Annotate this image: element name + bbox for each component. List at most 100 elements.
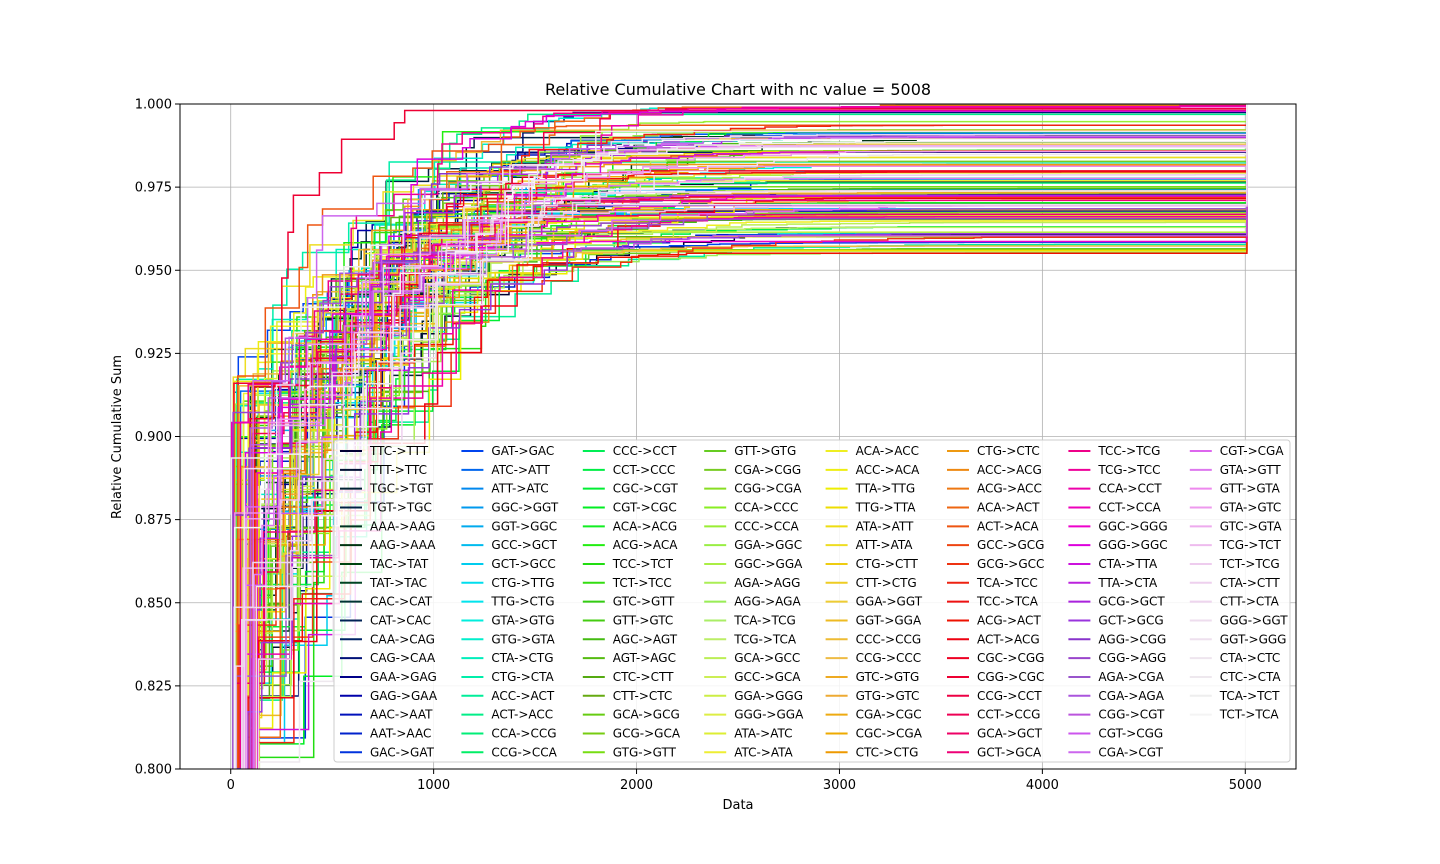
y-tick-label: 0.900 <box>135 430 172 445</box>
x-axis-label: Data <box>722 798 753 813</box>
legend-label: GTG->GTA <box>491 632 555 646</box>
legend-entry: ACC->ACG <box>947 463 1042 477</box>
legend-label: GCG->GCC <box>977 557 1044 571</box>
legend-label: GGA->GGT <box>856 595 923 609</box>
legend-entry: CGG->CGA <box>704 482 802 496</box>
series-line <box>238 104 1248 769</box>
legend-label: TCG->TCA <box>733 632 797 646</box>
legend-entry: GGT->GGC <box>461 519 557 533</box>
legend-entry: GTG->GTA <box>461 632 556 646</box>
series-line <box>245 104 1248 769</box>
legend-label: ACT->ACA <box>977 519 1039 533</box>
legend-label: CCA->CCG <box>491 726 556 740</box>
legend-entry: CTG->CTC <box>947 444 1040 458</box>
legend-label: AGA->AGG <box>734 576 800 590</box>
legend-label: CCT->CCG <box>977 708 1040 722</box>
legend-entry: GTA->GTC <box>1189 500 1281 514</box>
legend-label: GTG->GTT <box>613 745 677 759</box>
x-tick-label: 3000 <box>823 778 856 793</box>
legend-label: CGG->CGC <box>977 670 1044 684</box>
legend-label: GTT->GTG <box>734 444 796 458</box>
legend-label: AGG->AGA <box>734 595 801 609</box>
legend-label: GGC->GGG <box>1098 519 1167 533</box>
series-line <box>230 104 1248 769</box>
legend-label: CGA->CGC <box>856 708 922 722</box>
legend-label: CGT->CGA <box>1220 444 1285 458</box>
legend-label: AGA->CGA <box>1098 670 1164 684</box>
legend-label: GGT->GGA <box>856 613 922 627</box>
legend-entry: ATC->ATA <box>704 745 794 759</box>
legend-label: CCT->CCC <box>613 463 676 477</box>
legend-entry: TAC->TAT <box>340 557 429 571</box>
legend-label: GCT->GCG <box>1098 613 1163 627</box>
legend-label: GAT->GAC <box>491 444 554 458</box>
legend-entry: CCT->CCC <box>582 463 676 477</box>
legend-entry: CTG->TTG <box>461 576 555 590</box>
legend-label: AAC->AAT <box>370 708 433 722</box>
legend-entry: GCA->GCG <box>582 708 680 722</box>
legend-entry: GTA->GTT <box>1189 463 1281 477</box>
legend-entry: GGC->GGT <box>461 500 559 514</box>
legend-label: GCT->GCC <box>491 557 555 571</box>
legend-label: GCA->GCT <box>977 726 1043 740</box>
legend-entry: ATC->ATT <box>461 463 550 477</box>
legend-label: GCC->GCT <box>491 538 557 552</box>
legend-entry: GGG->GGC <box>1068 538 1168 552</box>
legend-label: ATT->ATC <box>491 482 548 496</box>
legend-label: GTG->GTC <box>856 689 920 703</box>
series-line <box>257 104 1248 769</box>
legend-label: CTA->CTC <box>1220 651 1281 665</box>
legend-entry: GGA->GGT <box>825 595 923 609</box>
legend-label: GGG->GGC <box>1098 538 1167 552</box>
series-line <box>251 104 1248 769</box>
legend-label: GGT->GGC <box>491 519 557 533</box>
legend-entry: CCT->CCA <box>1068 500 1162 514</box>
legend-entry: ATA->ATT <box>825 519 914 533</box>
series-line <box>244 104 1248 769</box>
legend-label: CTC->CTT <box>613 670 674 684</box>
legend-label: CAT->CAC <box>370 613 431 627</box>
legend-entry: TCC->TCG <box>1068 444 1160 458</box>
legend-entry: AGC->AGT <box>582 632 678 646</box>
legend-entry: TCG->TCT <box>1189 538 1281 552</box>
legend-entry: TCC->TCA <box>947 595 1039 609</box>
series-line <box>242 104 1248 769</box>
legend-label: CTG->CTA <box>491 670 554 684</box>
x-tick-label: 2000 <box>620 778 653 793</box>
legend-label: CTA->TTA <box>1098 557 1158 571</box>
legend-label: GAA->GAG <box>370 670 437 684</box>
legend-label: CCT->CCA <box>1098 500 1161 514</box>
legend-entry: ACG->ACC <box>947 482 1042 496</box>
legend-label: CCC->CCT <box>613 444 677 458</box>
legend-entry: CCC->CCT <box>582 444 677 458</box>
legend-entry: CTT->CTA <box>1189 595 1280 609</box>
series-line <box>233 104 1248 769</box>
chart-title: Relative Cumulative Chart with nc value … <box>545 80 931 99</box>
legend-label: CGA->CGT <box>1098 745 1163 759</box>
legend-entry: TGT->TGC <box>340 500 432 514</box>
legend-label: GCA->GCC <box>734 651 800 665</box>
legend-entry: GCC->GCA <box>704 670 801 684</box>
legend-label: GTT->GTC <box>613 613 673 627</box>
legend-label: GTA->GTG <box>491 613 554 627</box>
legend-entry: CTT->CTC <box>582 689 672 703</box>
legend-entry: AGT->AGC <box>582 651 676 665</box>
legend-entry: AAT->AAC <box>340 726 431 740</box>
legend-entry: TTA->CTA <box>1068 576 1158 590</box>
legend-entry: AGA->AGG <box>704 576 800 590</box>
series-line <box>245 104 1248 769</box>
legend-entry: TCC->TCT <box>582 557 674 571</box>
legend-label: CGG->CGT <box>1098 708 1165 722</box>
legend-entry: CTC->CTA <box>1189 670 1281 684</box>
legend-label: TCA->TCT <box>1219 689 1280 703</box>
legend-label: TCC->TCG <box>1097 444 1160 458</box>
legend: TTC->TTT TTT->TTC TGC->TGT TGT->TGC AAA->AAG… <box>333 439 1291 763</box>
legend-label: ATC->ATA <box>734 745 793 759</box>
legend-label: CGT->CGC <box>613 500 677 514</box>
legend-entry: CCA->CCC <box>704 500 798 514</box>
legend-entry: TCT->TCC <box>582 576 672 590</box>
legend-label: ACT->ACG <box>977 632 1040 646</box>
x-tick-label: 4000 <box>1026 778 1059 793</box>
legend-label: ACC->ACG <box>977 463 1042 477</box>
legend-box <box>333 439 1291 763</box>
